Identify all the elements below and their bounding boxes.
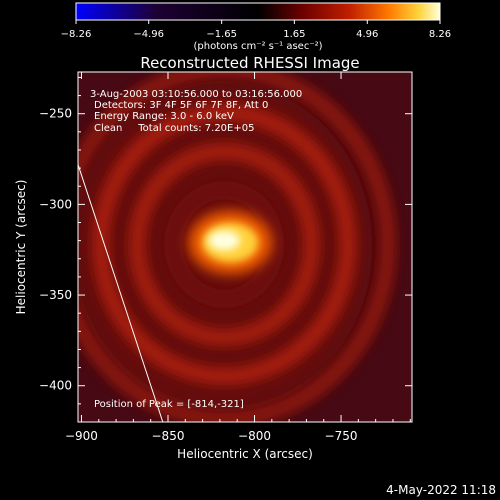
colorbar-units: (photons cm⁻² s⁻¹ asec⁻²) [193,41,322,52]
annotation-clean-counts: Clean Total counts: 7.20E+05 [94,123,254,134]
colorbar-tick-label: −8.26 [61,29,92,40]
x-tick-label: −750 [325,429,358,443]
colorbar-tick-label: −1.65 [206,29,237,40]
y-axis-label: Heliocentric Y (arcsec) [14,180,28,315]
image-emission-ring [91,103,357,386]
footer-date: 4-May-2022 11:18 [386,483,496,497]
colorbar: −8.26 −4.96 −1.65 1.65 4.96 8.26 (photons cm⁻… [61,2,451,52]
rhessi-image [78,72,412,422]
x-axis: −900 −850 −800 −750 [65,72,411,443]
annotation-time-range: 3-Aug-2003 03:10:56.000 to 03:16:56.000 [90,89,302,100]
image-source-peak [208,230,241,251]
colorbar-gradient [75,2,441,21]
x-axis-label: Heliocentric X (arcsec) [177,447,313,461]
peak-position-label: Position of Peak = [-814,-321] [94,399,244,410]
colorbar-tick-label: −4.96 [133,29,164,40]
x-tick-label: −850 [152,429,185,443]
image-emission-ring [164,181,285,308]
x-tick-label: −900 [65,429,98,443]
annotation-energy-range: Energy Range: 3.0 - 6.0 keV [94,111,234,122]
plot-frame [77,71,413,423]
y-axis: −250 −300 −350 −400 [39,76,412,405]
colorbar-tick-label: 1.65 [283,29,305,40]
annotation-detectors: Detectors: 3F 4F 5F 6F 7F 8F, Att 0 [94,100,268,111]
image-emission-ring [78,72,397,422]
chart-title: Reconstructed RHESSI Image [140,54,359,72]
solar-limb-line [78,164,164,422]
annotation-block: 3-Aug-2003 03:10:56.000 to 03:16:56.000 … [90,89,302,134]
y-tick-label: −250 [39,107,72,121]
y-tick-label: −350 [39,288,72,302]
colorbar-tick-label: 4.96 [356,29,378,40]
colorbar-ticks: −8.26 −4.96 −1.65 1.65 4.96 8.26 [61,20,451,40]
y-tick-label: −400 [39,379,72,393]
x-tick-label: −800 [238,429,271,443]
colorbar-tick-label: 8.26 [429,29,451,40]
y-tick-label: −300 [39,197,72,211]
image-emission-ring [128,142,321,347]
plot-area [78,72,412,422]
